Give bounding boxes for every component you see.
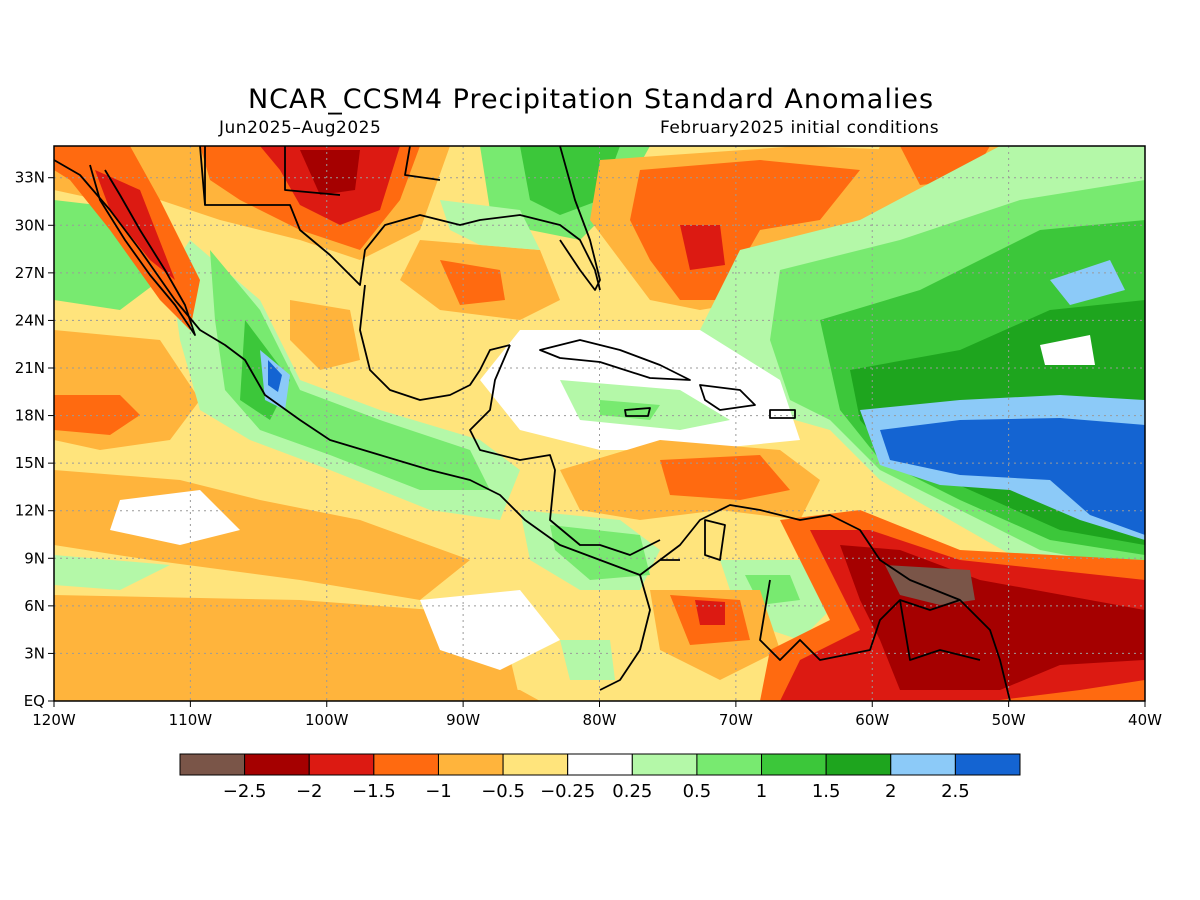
- legend-swatch: [437, 753, 504, 776]
- longitude-tick-label: 110W: [169, 711, 213, 729]
- longitude-tick-label: 50W: [992, 711, 1026, 729]
- legend-swatch: [308, 753, 375, 776]
- legend-label: −1: [425, 781, 452, 802]
- map-title: NCAR_CCSM4 Precipitation Standard Anomal…: [247, 84, 935, 115]
- longitude-tick-label: 90W: [446, 711, 480, 729]
- legend-label: 1: [756, 781, 767, 802]
- legend-swatch: [567, 753, 633, 776]
- legend-label: 2.5: [941, 781, 970, 802]
- legend-swatch: [761, 753, 827, 776]
- legend-label: −0.25: [540, 781, 595, 802]
- initial-conditions: February2025 initial conditions: [660, 118, 940, 138]
- longitude-tick-label: 80W: [583, 711, 617, 729]
- legend-label: −2: [296, 781, 323, 802]
- legend-swatch: [502, 753, 569, 776]
- legend-swatch: [244, 753, 310, 776]
- legend-label: −2.5: [223, 781, 267, 802]
- coastlines: [54, 146, 1011, 701]
- latitude-tick-label: 9N: [24, 549, 45, 567]
- latitude-tick-label: EQ: [24, 692, 45, 710]
- legend-label: −0.5: [481, 781, 525, 802]
- latitude-tick-label: 12N: [15, 502, 45, 520]
- longitude-tick-label: 100W: [305, 711, 349, 729]
- color-legend: −2.5 −2 −1.5 −1 −0.5 −0.25 0.25 0.5 1 1.5 2 2.5: [179, 753, 1021, 802]
- legend-swatch: [631, 753, 698, 776]
- legend-label: −1.5: [352, 781, 396, 802]
- latitude-tick-label: 6N: [24, 597, 45, 615]
- legend-label: 0.25: [612, 781, 652, 802]
- longitude-tick-label: 120W: [32, 711, 76, 729]
- latitude-tick-label: 15N: [15, 454, 45, 472]
- legend-label: 0.5: [683, 781, 712, 802]
- legend-swatch: [825, 753, 892, 776]
- legend-swatch: [954, 753, 1021, 776]
- lat-lon-grid: [54, 146, 1145, 701]
- forecast-period: Jun2025–Aug2025: [219, 118, 382, 138]
- longitude-tick-label: 70W: [719, 711, 753, 729]
- longitude-axis: 120W 110W 100W 90W 80W 70W 60W 50W 40W: [32, 701, 1162, 729]
- longitude-tick-label: 60W: [855, 711, 889, 729]
- legend-label: 1.5: [812, 781, 841, 802]
- legend-swatch: [890, 753, 956, 776]
- latitude-tick-label: 30N: [15, 216, 45, 234]
- longitude-tick-label: 40W: [1128, 711, 1162, 729]
- legend-swatch: [179, 753, 246, 776]
- latitude-tick-label: 24N: [15, 311, 45, 329]
- anomaly-field: [54, 146, 1145, 701]
- latitude-tick-label: 18N: [15, 407, 45, 425]
- latitude-tick-label: 3N: [24, 644, 45, 662]
- legend-swatch: [696, 753, 763, 776]
- legend-swatch: [373, 753, 439, 776]
- latitude-axis: EQ 3N 6N 9N 12N 15N 18N 21N 24N 27N 30N 33N: [15, 169, 54, 710]
- latitude-tick-label: 21N: [15, 359, 45, 377]
- latitude-tick-label: 33N: [15, 169, 45, 187]
- legend-label: 2: [885, 781, 896, 802]
- latitude-tick-label: 27N: [15, 264, 45, 282]
